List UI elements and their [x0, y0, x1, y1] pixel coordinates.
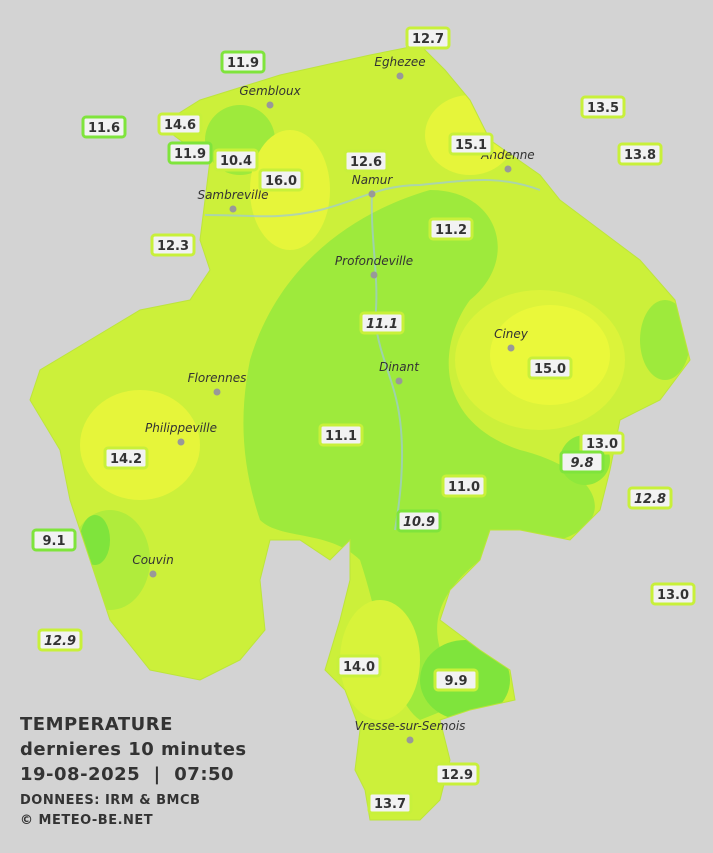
station-box [559, 450, 605, 474]
city-label: Eghezee [374, 55, 425, 69]
title-block: TEMPERATURE dernieres 10 minutes 19-08-2… [20, 714, 247, 828]
cities: Eghezee Gembloux Andenne Namur Sambreville Pr… [132, 55, 535, 744]
station-value: 10.9 [403, 515, 435, 530]
station-box [150, 233, 196, 257]
station-value: 14.6 [164, 118, 196, 133]
station-box [167, 141, 213, 165]
station-box [213, 148, 259, 172]
city-label: Philippeville [145, 421, 217, 435]
station-value: 11.6 [88, 121, 120, 136]
city-dot [177, 438, 185, 446]
station-box [627, 486, 673, 510]
station-box [37, 628, 83, 652]
station-value: 11.2 [435, 223, 467, 238]
city-label: Gembloux [239, 84, 301, 98]
station-box [650, 582, 696, 606]
station-value: 9.8 [570, 456, 593, 471]
station-box [441, 474, 487, 498]
station-value: 9.9 [444, 674, 467, 689]
city-label: Namur [352, 173, 394, 187]
city-dot [406, 736, 414, 744]
station-value: 11.1 [366, 317, 398, 332]
title-line: TEMPERATURE [20, 714, 173, 735]
station-value: 13.8 [624, 148, 656, 163]
station-value: 14.0 [343, 660, 375, 675]
credit: © METEO-BE.NET [20, 813, 153, 828]
station-box [434, 762, 480, 786]
station-box [31, 528, 77, 552]
station-box [157, 112, 203, 136]
station-box [396, 509, 442, 533]
title-line: 19-08-2025 | 07:50 [20, 764, 234, 785]
station-value: 12.6 [350, 155, 382, 170]
station-box [343, 149, 389, 173]
station-value: 13.0 [586, 437, 618, 452]
city-label: Vresse-sur-Semois [355, 719, 466, 733]
station-value: 14.2 [110, 452, 142, 467]
station-value: 12.9 [441, 768, 473, 783]
city-dot [368, 190, 376, 198]
station-box [220, 50, 266, 74]
station-value: 12.7 [412, 32, 444, 47]
station-value: 15.0 [534, 362, 566, 377]
river [370, 189, 404, 531]
station-value: 10.4 [220, 154, 252, 169]
station-box [367, 791, 413, 815]
city-dot [149, 570, 157, 578]
city-label: Andenne [480, 148, 534, 162]
station-value: 12.3 [157, 239, 189, 254]
station-value: 12.9 [44, 634, 76, 649]
station-value: 13.0 [657, 588, 689, 603]
station-box [617, 142, 663, 166]
station-value: 11.0 [448, 480, 480, 495]
station-box [428, 217, 474, 241]
credit: DONNEES: IRM & BMCB [20, 793, 200, 808]
station-box [258, 168, 304, 192]
station-value: 12.8 [634, 492, 666, 507]
city-dot [396, 72, 404, 80]
city-label: Profondeville [335, 254, 413, 268]
station-value: 9.1 [42, 534, 65, 549]
station-value: 16.0 [265, 174, 297, 189]
station-value: 11.9 [174, 147, 206, 162]
station-value: 15.1 [455, 138, 487, 153]
city-dot [370, 271, 378, 279]
city-label: Couvin [132, 553, 173, 567]
city-label: Florennes [188, 371, 247, 385]
station-box [336, 654, 382, 678]
station-value: 11.1 [325, 429, 357, 444]
station-value: 11.9 [227, 56, 259, 71]
city-dot [266, 101, 274, 109]
city-dot [504, 165, 512, 173]
station-value: 13.7 [374, 797, 406, 812]
station-box [580, 95, 626, 119]
station-box [405, 26, 451, 50]
station-box [527, 356, 573, 380]
station-box [81, 115, 127, 139]
city-label: Sambreville [197, 188, 268, 202]
station-box [318, 423, 364, 447]
station-box [448, 132, 494, 156]
city-label: Dinant [379, 360, 420, 374]
city-label: Ciney [494, 327, 529, 341]
city-dot [507, 344, 515, 352]
city-dot [213, 388, 221, 396]
station-box [433, 668, 479, 692]
station-value: 13.5 [587, 101, 619, 116]
city-dot [229, 205, 237, 213]
city-dot [395, 377, 403, 385]
title-line: dernieres 10 minutes [20, 739, 247, 760]
stations: 12.7 11.9 11.6 14.6 11.9 10.4 16.0 12.6 15.1 13.5… [31, 26, 696, 815]
station-box [103, 446, 149, 470]
station-box [359, 311, 405, 335]
